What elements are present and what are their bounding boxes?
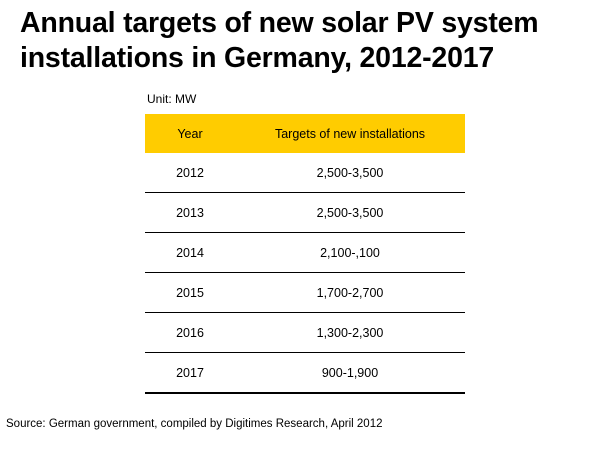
targets-table: Year Targets of new installations 2012 2… — [145, 114, 465, 394]
target-cell: 1,700-2,700 — [235, 272, 465, 313]
target-cell: 2,500-3,500 — [235, 153, 465, 193]
target-cell: 1,300-2,300 — [235, 312, 465, 353]
target-cell: 2,500-3,500 — [235, 192, 465, 233]
header-targets: Targets of new installations — [274, 126, 426, 141]
table-row: 2017 900-1,900 — [145, 352, 465, 394]
table-row: 2013 2,500-3,500 — [145, 192, 465, 233]
table-header-row: Year Targets of new installations — [145, 114, 465, 153]
chart-title: Annual targets of new solar PV system in… — [20, 7, 539, 74]
table-row: 2016 1,300-2,300 — [145, 312, 465, 353]
year-cell: 2014 — [145, 232, 235, 273]
table-row: 2012 2,500-3,500 — [145, 153, 465, 193]
year-cell: 2013 — [145, 192, 235, 233]
header-year: Year — [177, 126, 203, 141]
year-cell: 2012 — [145, 153, 235, 193]
table-body: 2012 2,500-3,500 2013 2,500-3,500 2014 2… — [145, 153, 465, 394]
source-note: Source: German government, compiled by D… — [6, 418, 383, 430]
year-cell: 2017 — [145, 352, 235, 394]
year-cell: 2015 — [145, 272, 235, 313]
unit-label: Unit: MW — [147, 92, 197, 106]
table-row: 2015 1,700-2,700 — [145, 272, 465, 313]
target-cell: 900-1,900 — [235, 352, 465, 394]
table-row: 2014 2,100-,100 — [145, 232, 465, 273]
year-cell: 2016 — [145, 312, 235, 353]
target-cell: 2,100-,100 — [235, 232, 465, 273]
